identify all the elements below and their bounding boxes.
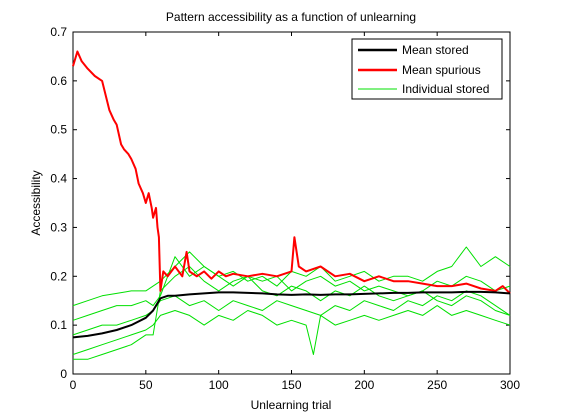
- y-tick-label-7: 0.7: [50, 25, 67, 39]
- y-tick-label-5: 0.5: [50, 123, 67, 137]
- y-tick-label-1: 0.1: [50, 318, 67, 332]
- x-tick-label-0: 0: [70, 378, 77, 392]
- y-tick-label-2: 0.2: [50, 269, 67, 283]
- y-axis-title: Accessibility: [29, 170, 43, 235]
- y-tick-label-0: 0: [60, 367, 67, 381]
- x-tick-label-3: 150: [281, 378, 301, 392]
- x-tick-label-5: 250: [427, 378, 447, 392]
- legend-label-individual-stored: Individual stored: [402, 82, 489, 96]
- series-individual-stored-0: [72, 246, 511, 307]
- series-individual-stored-2: [72, 290, 511, 336]
- x-tick-label-1: 50: [139, 378, 153, 392]
- series-individual-stored-1: [72, 256, 511, 321]
- series-layer: [72, 50, 511, 360]
- legend-label-mean-spurious: Mean spurious: [402, 63, 481, 77]
- legend: Mean stored Mean spurious Individual sto…: [351, 38, 503, 100]
- series-individual-stored-4: [73, 266, 511, 360]
- y-tick-label-6: 0.6: [50, 74, 67, 88]
- y-tick-label-4: 0.4: [50, 172, 67, 186]
- x-tick-label-4: 200: [354, 378, 374, 392]
- x-tick-label-6: 300: [500, 378, 520, 392]
- y-tick-label-3: 0.3: [50, 220, 67, 234]
- chart-title: Pattern accessibility as a function of u…: [166, 10, 416, 24]
- x-tick-label-2: 100: [209, 378, 229, 392]
- legend-label-mean-stored: Mean stored: [402, 43, 469, 57]
- series-mean-spurious: [72, 50, 511, 295]
- series-mean-stored: [72, 290, 511, 339]
- x-axis-title: Unlearning trial: [251, 398, 332, 412]
- axis-ticks: 0 50 100 150 200 250 300 0 0.1 0.2 0.3 0.4 0.5 0.6 0.7: [50, 25, 520, 392]
- series-individual-stored-3: [72, 305, 511, 355]
